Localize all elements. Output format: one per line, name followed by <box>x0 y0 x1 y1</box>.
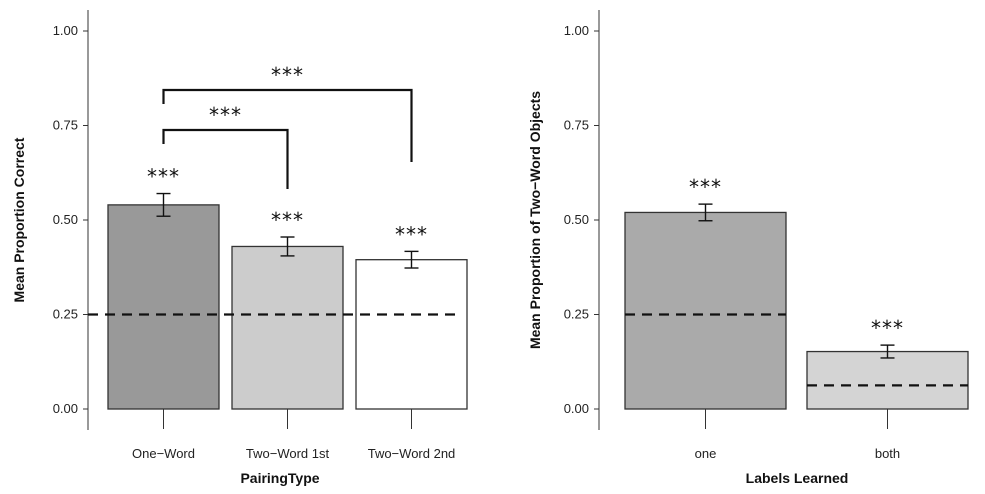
y-tick-label: 0.50 <box>564 212 589 227</box>
significance-label: *** <box>689 175 722 199</box>
x-tick-label: One−Word <box>132 446 195 461</box>
comparison-label: *** <box>209 103 242 127</box>
x-tick-label: Two−Word 2nd <box>368 446 456 461</box>
significance-label: *** <box>271 208 304 232</box>
bar <box>232 246 343 409</box>
comparison-label: *** <box>271 63 304 87</box>
bar <box>108 205 219 409</box>
chart-pairing-type: Mean Proportion Correct PairingType 0.00… <box>11 10 467 486</box>
bar <box>807 352 968 409</box>
significance-label: *** <box>871 316 904 340</box>
bar <box>356 260 467 409</box>
y-tick-label: 0.25 <box>53 307 78 322</box>
significance-label: *** <box>395 222 428 246</box>
chart-labels-learned: Mean Proportion of Two−Word Objects Labe… <box>527 10 968 486</box>
y-tick-label: 0.75 <box>53 118 78 133</box>
y-tick-label: 1.00 <box>53 23 78 38</box>
y-tick-label: 0.25 <box>564 307 589 322</box>
x-tick-label: both <box>875 446 900 461</box>
x-axis-title: PairingType <box>240 470 319 486</box>
y-tick-label: 0.00 <box>564 401 589 416</box>
y-tick-label: 0.00 <box>53 401 78 416</box>
x-tick-label: one <box>695 446 717 461</box>
y-tick-label: 0.50 <box>53 212 78 227</box>
y-tick-label: 1.00 <box>564 23 589 38</box>
bar <box>625 212 786 409</box>
x-axis-title: Labels Learned <box>746 470 849 486</box>
comparison-bracket <box>164 130 288 189</box>
y-axis-title: Mean Proportion Correct <box>11 137 27 302</box>
significance-label: *** <box>147 165 180 189</box>
y-axis-title: Mean Proportion of Two−Word Objects <box>527 91 543 349</box>
y-tick-label: 0.75 <box>564 118 589 133</box>
x-tick-label: Two−Word 1st <box>246 446 330 461</box>
